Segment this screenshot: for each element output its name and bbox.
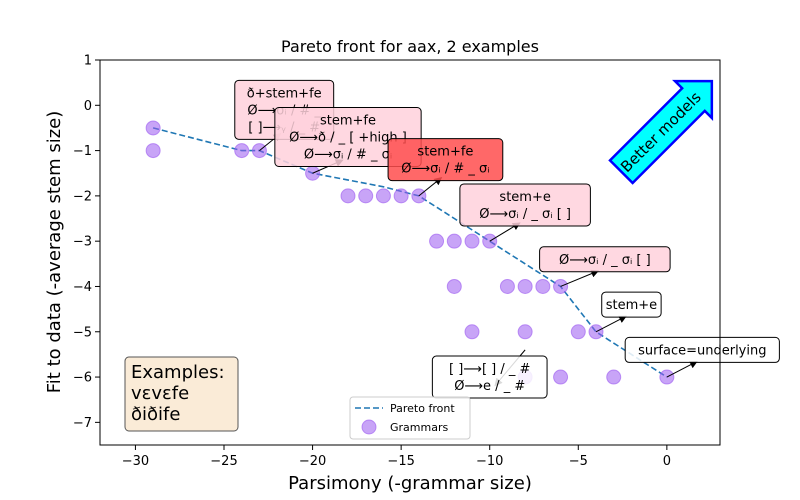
annotation-line: stem+fe: [320, 114, 376, 129]
y-tick-label: 0: [84, 99, 92, 114]
annotation-arrow: [595, 315, 628, 333]
annotation-line: Ø⟶σᵢ / # _ σᵢ: [401, 162, 489, 177]
x-tick-label: −15: [387, 454, 414, 469]
annotation-arrow: [560, 269, 600, 287]
annotation-line: Ø⟶ð / _ [ +high ]: [289, 131, 407, 146]
x-tick-label: −25: [210, 454, 237, 469]
annotation-6: surface=underlying: [624, 336, 780, 378]
annotation-line: [ ]⟶[ ] / _ #: [449, 362, 530, 377]
grammar-point: [499, 278, 515, 294]
grammar-point: [517, 278, 533, 294]
examples-line: vɛvɛfe: [131, 383, 189, 404]
annotation-1: stem+fe Ø⟶ð / _ [ +high ] Ø⟶σᵢ / # _ σᵢ: [274, 107, 422, 174]
annotation-box: [274, 107, 422, 167]
grammar-point: [570, 324, 586, 340]
annotation-box: [459, 183, 591, 227]
annotation-box: [431, 355, 548, 399]
y-tick-label: 1: [84, 54, 92, 69]
examples-line: ðiðife: [131, 404, 180, 425]
axes-layer: −30 −25 −20 −15 −10 −5 0 1 0 −1 −2 −3 −4 −5 −6 −7: [73, 54, 721, 469]
y-tick-label: −4: [73, 280, 92, 295]
better-models-shape: [608, 79, 714, 185]
annotation-line: Ø⟶σᵢ / _ σᵢ [ ]: [479, 207, 571, 222]
annotation-line: Ø⟶σᵢ / # _ σᵢ: [304, 148, 392, 163]
legend-frame: [349, 396, 471, 440]
grammar-point: [145, 143, 161, 159]
annotation-line: surface=underlying: [638, 343, 766, 358]
x-tick-label: −10: [476, 454, 503, 469]
x-tick-label: −30: [122, 454, 149, 469]
grammar-point: [446, 278, 462, 294]
grammar-point: [464, 324, 480, 340]
examples-frame: [124, 356, 239, 432]
grammar-points-layer: [145, 120, 675, 385]
grammar-point: [393, 188, 409, 204]
grammar-point: [606, 369, 622, 385]
annotation-line: stem+e: [606, 298, 657, 313]
annotation-box: [624, 336, 780, 363]
y-axis-label: Fit to data (-average stem size): [44, 111, 65, 394]
annotation-7: [ ]⟶[ ] / _ # Ø⟶e / _ #: [431, 349, 548, 399]
annotation-box: [387, 138, 504, 182]
chart-title: Pareto front for aax, 2 examples: [281, 37, 539, 56]
y-tick-label: −6: [73, 371, 92, 386]
y-tick-label: −2: [73, 189, 92, 204]
axes-frame: [99, 59, 721, 446]
grammar-point: [358, 188, 374, 204]
grammar-point: [464, 233, 480, 249]
annotation-line: stem+fe: [417, 145, 473, 160]
legend: Pareto front Grammars: [349, 396, 471, 440]
grammar-point: [446, 233, 462, 249]
grammar-point: [145, 120, 161, 136]
y-tick-label: −7: [73, 416, 92, 431]
grammar-point: [535, 278, 551, 294]
annotation-2: stem+fe Ø⟶σᵢ / # _ σᵢ: [387, 138, 504, 197]
annotation-line: Ø⟶e / _ #: [454, 379, 525, 394]
grammar-point: [553, 369, 569, 385]
x-tick-label: −20: [299, 454, 326, 469]
annotation-layer: ð+stem+feØ⟶σᵢ / # _[ ]⟶ᵧ / _ #stem+feØ⟶ð…: [234, 79, 780, 399]
annotation-box: [539, 246, 671, 273]
x-tick-label: 0: [663, 454, 671, 469]
legend-point-swatch: [361, 419, 377, 435]
grammar-point: [375, 188, 391, 204]
annotation-arrow: [666, 360, 698, 378]
legend-grammars-label: Grammars: [390, 421, 448, 434]
legend-pareto-label: Pareto front: [390, 402, 455, 415]
grammar-point: [517, 324, 533, 340]
annotation-line: Ø⟶σᵢ / _ σᵢ [ ]: [559, 253, 651, 268]
examples-line: Examples:: [131, 362, 225, 383]
annotation-line: stem+e: [499, 190, 550, 205]
grammar-point: [429, 233, 445, 249]
annotation-line: ð+stem+fe: [247, 86, 322, 101]
grammar-point: [234, 143, 250, 159]
x-tick-label: −5: [569, 454, 588, 469]
y-tick-label: −3: [73, 235, 92, 250]
annotation-box: [601, 291, 662, 318]
y-tick-label: −1: [73, 144, 92, 159]
annotation-4: Ø⟶σᵢ / _ σᵢ [ ]: [539, 246, 671, 287]
x-axis-label: Parsimony (-grammar size): [288, 473, 532, 494]
annotation-3: stem+e Ø⟶σᵢ / _ σᵢ [ ]: [459, 183, 591, 242]
y-tick-label: −5: [73, 325, 92, 340]
annotation-5: stem+e: [595, 291, 662, 333]
grammar-point: [340, 188, 356, 204]
